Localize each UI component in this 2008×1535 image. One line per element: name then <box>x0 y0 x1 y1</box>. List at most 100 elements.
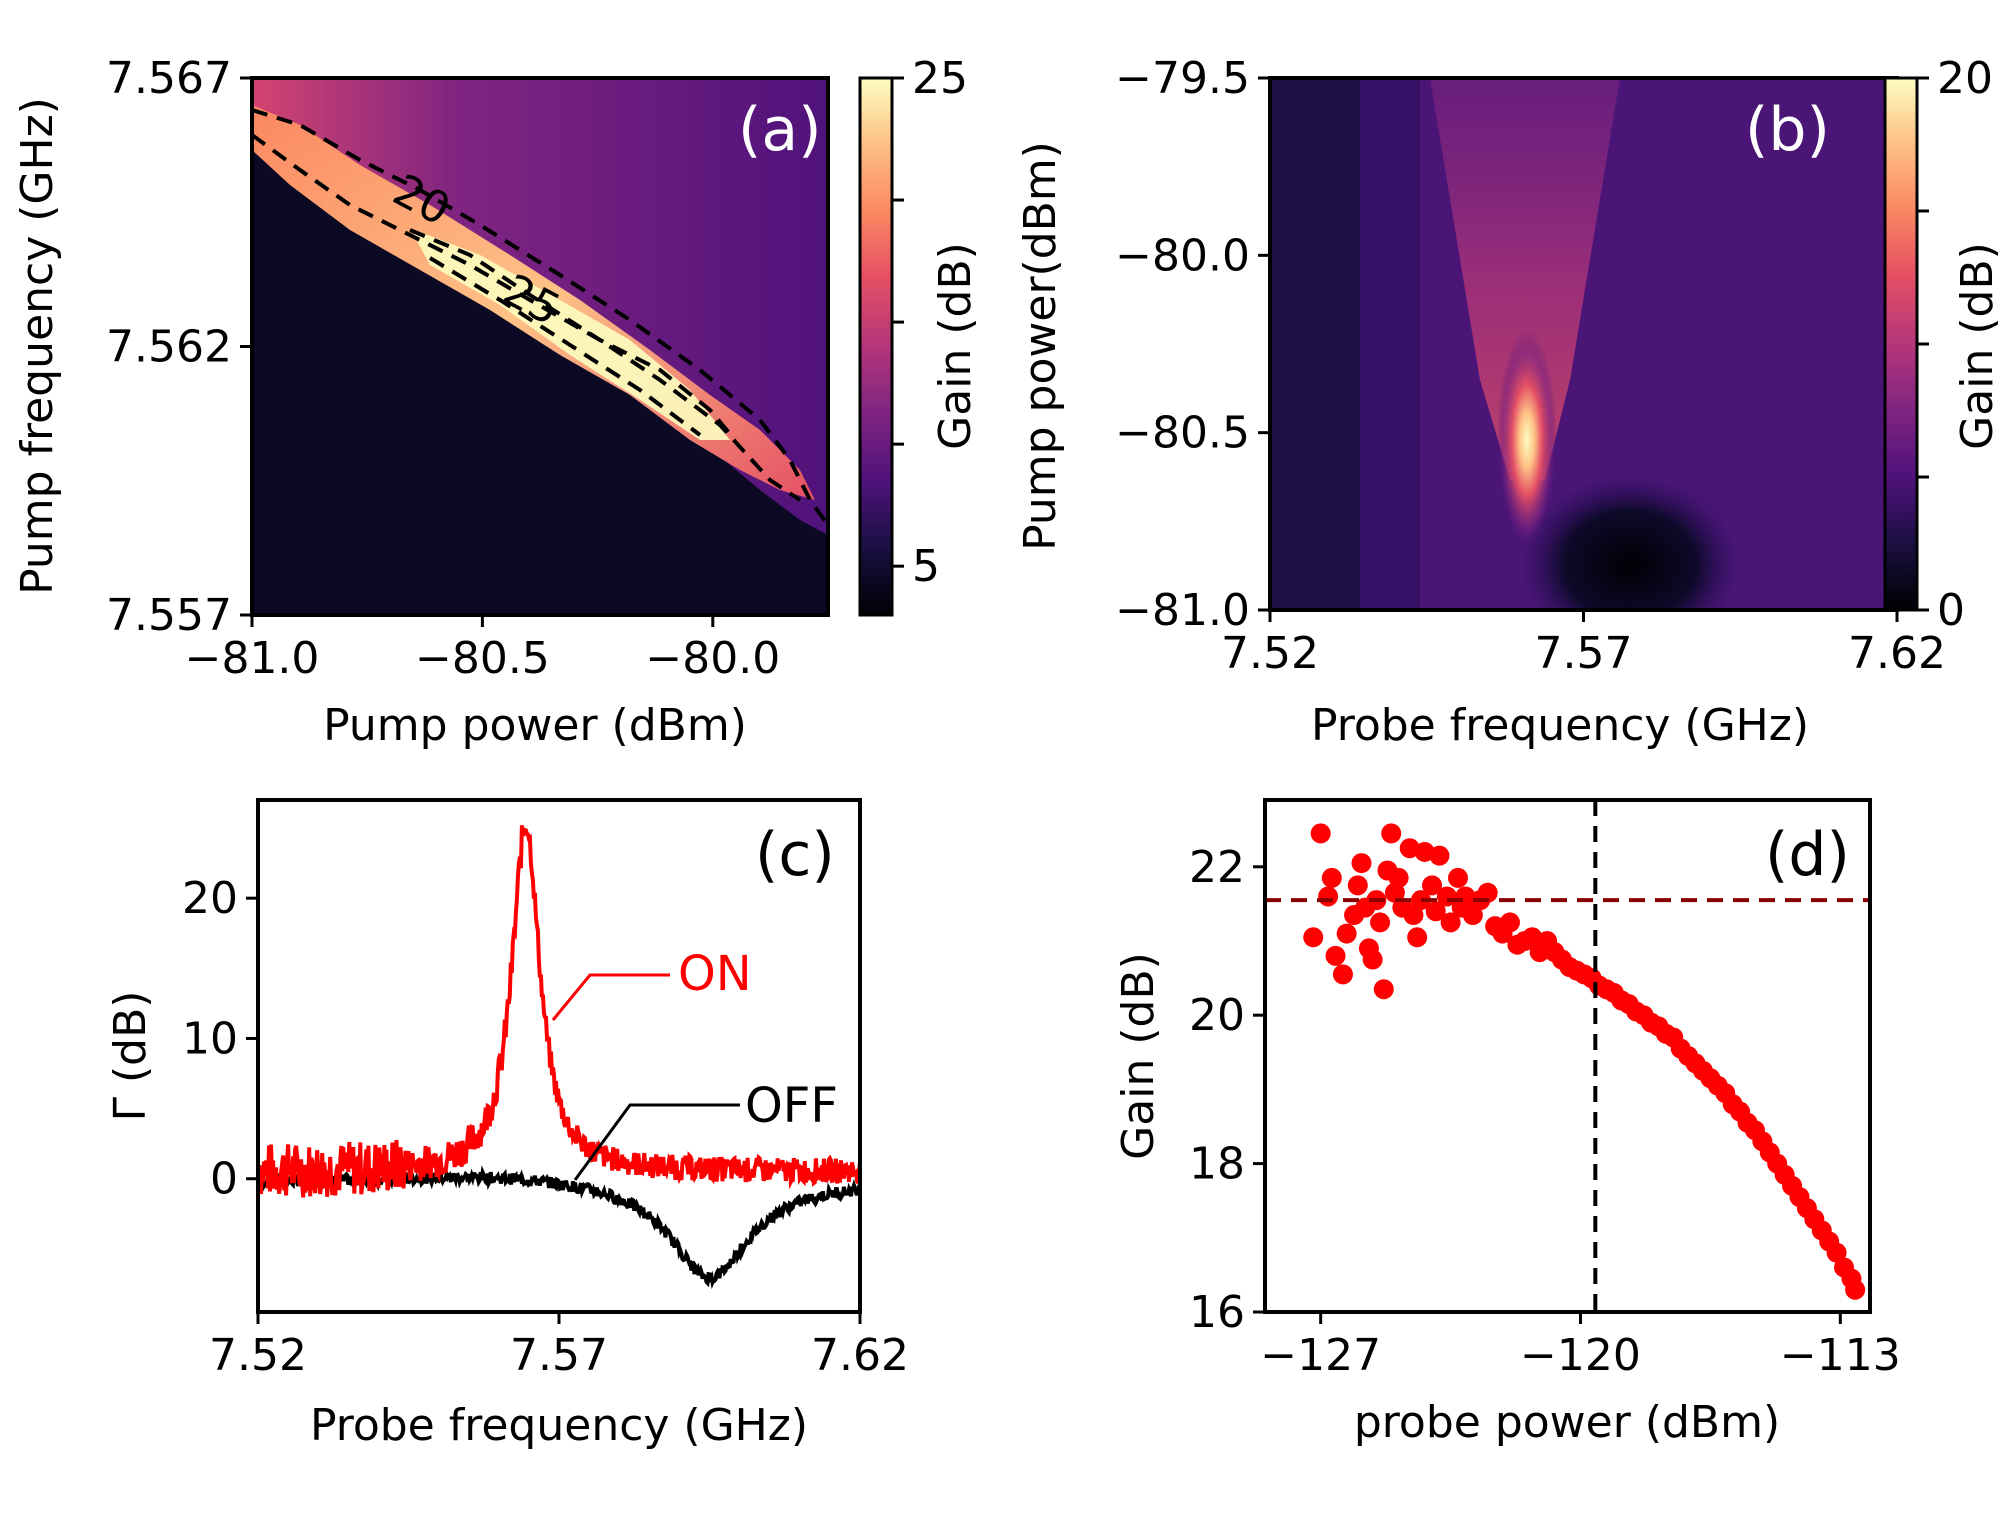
x-tick-label: 7.52 <box>1221 628 1319 679</box>
y-tick-label: −81.0 <box>1115 585 1250 636</box>
y-tick-label: 7.567 <box>106 53 232 104</box>
data-point <box>1422 875 1443 896</box>
x-tick-label: 7.57 <box>1535 628 1633 679</box>
scatter-points-d <box>1303 823 1866 1300</box>
colorbar-a <box>858 76 894 617</box>
heatmap-b-left-fade <box>1360 78 1420 610</box>
y-axis-label-a: Pump frequency (GHz) <box>12 97 63 595</box>
x-axis-label-b: Probe frequency (GHz) <box>1311 700 1809 751</box>
data-point <box>1336 923 1357 944</box>
data-point <box>1429 845 1450 866</box>
heatmap-b-plume <box>1430 78 1620 480</box>
data-point <box>1462 905 1483 926</box>
heatmap-a-peak-band <box>410 228 730 440</box>
data-point <box>1388 867 1409 888</box>
on-annotation-label: ON <box>678 946 752 1002</box>
y-tick-label: 7.557 <box>106 590 232 641</box>
data-point <box>1318 886 1339 907</box>
y-tick-label: 22 <box>1189 842 1245 893</box>
panel-label-d: (d) <box>1765 820 1850 890</box>
data-point <box>1370 912 1391 933</box>
series-on-line <box>258 825 860 1198</box>
x-ticks-a: −81.0 −80.5 −80.0 <box>185 615 780 684</box>
contour-25 <box>409 228 737 442</box>
contour-20 <box>252 108 828 527</box>
y-tick-label: 0 <box>210 1154 238 1205</box>
x-axis-label-d: probe power (dBm) <box>1354 1397 1780 1448</box>
x-tick-label: −113 <box>1780 1330 1901 1381</box>
data-point <box>1410 890 1431 911</box>
y-tick-label: 20 <box>182 873 238 924</box>
data-point <box>1332 964 1353 985</box>
axes-frame-d <box>1263 798 1872 1314</box>
y-axis-label-d: Gain (dB) <box>1113 952 1164 1160</box>
x-tick-label: −80.0 <box>645 633 780 684</box>
data-point <box>1477 882 1498 903</box>
panel-c: 7.52 7.57 7.62 0 10 20 (c) ON OFF Probe freq… <box>105 798 909 1451</box>
y-tick-label: 10 <box>182 1013 238 1064</box>
x-ticks-b: 7.52 7.57 7.62 <box>1221 610 1946 679</box>
panel-label-b: (b) <box>1745 95 1830 165</box>
y-tick-label: −80.0 <box>1115 230 1250 281</box>
off-annotation-leader <box>573 1103 740 1181</box>
y-ticks-c: 0 10 20 <box>182 873 258 1205</box>
colorbar-tick-label: 20 <box>1937 53 1993 104</box>
series-off-line <box>258 1165 860 1290</box>
data-point <box>1347 875 1368 896</box>
data-point <box>1407 927 1428 948</box>
y-tick-label: 16 <box>1189 1287 1245 1338</box>
data-point <box>1351 853 1372 874</box>
data-point <box>1845 1279 1866 1300</box>
x-axis-label-c: Probe frequency (GHz) <box>310 1400 808 1451</box>
x-ticks-d: −127 −120 −113 <box>1260 1312 1901 1381</box>
panel-label-c: (c) <box>755 820 835 890</box>
x-ticks-c: 7.52 7.57 7.62 <box>209 1312 909 1381</box>
data-point <box>1403 905 1424 926</box>
y-tick-label: −80.5 <box>1115 408 1250 459</box>
colorbar-tick-label: 0 <box>1937 585 1965 636</box>
x-tick-label: 7.62 <box>811 1330 909 1381</box>
panel-d: −127 −120 −113 16 18 20 22 (d) probe power (d… <box>1113 798 1901 1448</box>
data-point <box>1425 901 1446 922</box>
off-annotation-label: OFF <box>745 1078 838 1134</box>
data-point <box>1499 912 1520 933</box>
colorbar-tick-label: 5 <box>912 541 940 592</box>
data-point <box>1826 1242 1847 1263</box>
y-tick-label: 7.562 <box>106 322 232 373</box>
x-axis-label-a: Pump power (dBm) <box>323 700 747 751</box>
on-annotation-leader <box>551 973 670 1021</box>
data-point <box>1321 867 1342 888</box>
contour-20-lower <box>252 133 802 502</box>
colorbar-label-b: Gain (dB) <box>1952 242 2003 450</box>
y-axis-label-c: Γ (dB) <box>105 991 156 1122</box>
x-tick-label: 7.52 <box>209 1330 307 1381</box>
y-axis-label-b: Pump power(dBm) <box>1015 141 1066 551</box>
data-point <box>1303 927 1324 948</box>
colorbar-label-a: Gain (dB) <box>930 242 981 450</box>
data-point <box>1310 823 1331 844</box>
y-ticks-b: −79.5 −80.0 −80.5 −81.0 <box>1115 53 1270 636</box>
x-tick-label: −81.0 <box>185 633 320 684</box>
heatmap-a-dark-region <box>252 150 828 615</box>
panel-label-a: (a) <box>738 95 822 165</box>
x-tick-label: 7.62 <box>1848 628 1946 679</box>
y-ticks-d: 16 18 20 22 <box>1189 842 1265 1338</box>
x-tick-label: −120 <box>1520 1330 1641 1381</box>
panel-b: 7.52 7.57 7.62 −79.5 −80.0 −80.5 −81.0 (b) Pr… <box>1015 53 2003 751</box>
heatmap-b-left-dark-band <box>1270 78 1360 610</box>
data-point <box>1440 912 1461 933</box>
data-point <box>1362 949 1383 970</box>
y-tick-label: −79.5 <box>1115 53 1250 104</box>
data-point <box>1373 979 1394 1000</box>
colorbar-ticks-b: 0 20 <box>1917 53 1993 636</box>
heatmap-b-dark-dip <box>1520 475 1740 610</box>
colorbar-tick-label: 25 <box>912 53 968 104</box>
colorbar-ticks-a: 5 25 <box>892 53 968 592</box>
x-tick-label: 7.57 <box>510 1330 608 1381</box>
y-tick-label: 18 <box>1189 1139 1245 1190</box>
data-point <box>1381 823 1402 844</box>
data-point <box>1325 945 1346 966</box>
colorbar-b <box>1883 76 1919 612</box>
